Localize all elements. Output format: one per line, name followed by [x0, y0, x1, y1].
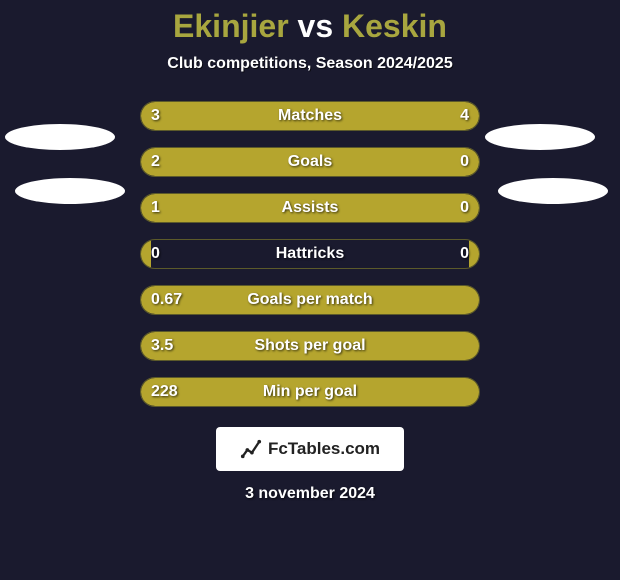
bar-left	[141, 286, 469, 314]
bar-left	[141, 240, 151, 268]
bar-track: 0 0Hattricks	[140, 239, 480, 269]
bar-left	[141, 102, 276, 130]
stat-row: 3.5Shots per goal	[0, 331, 620, 361]
avatar	[498, 178, 608, 204]
bar-left	[141, 378, 469, 406]
avatar	[15, 178, 125, 204]
bar-right	[469, 240, 479, 268]
bar-left	[141, 332, 469, 360]
bar-left	[141, 148, 401, 176]
stat-row: 0 0Hattricks	[0, 239, 620, 269]
stat-right-value: 0	[460, 148, 469, 176]
bar-right	[469, 286, 479, 314]
stat-label: Hattricks	[141, 240, 479, 268]
bar-track: 10Assists	[140, 193, 480, 223]
stat-right-value: 0	[460, 240, 469, 268]
avatar	[5, 124, 115, 150]
bar-track: 20Goals	[140, 147, 480, 177]
stat-left-value: 0.67	[151, 286, 182, 314]
stat-left-value: 0	[151, 240, 160, 268]
player2-name: Keskin	[342, 8, 447, 44]
vs-text: vs	[298, 8, 334, 44]
bar-right	[469, 378, 479, 406]
bar-track: 0.67Goals per match	[140, 285, 480, 315]
stat-right-value: 4	[460, 102, 469, 130]
page-title: Ekinjier vs Keskin	[0, 8, 620, 45]
bar-track: 228Min per goal	[140, 377, 480, 407]
stat-left-value: 3.5	[151, 332, 173, 360]
bar-left	[141, 194, 401, 222]
container: Ekinjier vs Keskin Club competitions, Se…	[0, 0, 620, 580]
bar-track: 34Matches	[140, 101, 480, 131]
bar-right	[469, 332, 479, 360]
stat-left-value: 2	[151, 148, 160, 176]
date-text: 3 november 2024	[0, 485, 620, 503]
stat-row: 20Goals	[0, 147, 620, 177]
logo-box[interactable]: FcTables.com	[216, 427, 404, 471]
stat-left-value: 1	[151, 194, 160, 222]
stat-row: 0.67Goals per match	[0, 285, 620, 315]
logo-text: FcTables.com	[268, 439, 380, 459]
stat-row: 228Min per goal	[0, 377, 620, 407]
stat-right-value: 0	[460, 194, 469, 222]
avatar	[485, 124, 595, 150]
subtitle: Club competitions, Season 2024/2025	[0, 55, 620, 73]
stat-left-value: 228	[151, 378, 178, 406]
bar-right	[276, 102, 479, 130]
chart-icon	[240, 438, 262, 460]
stat-left-value: 3	[151, 102, 160, 130]
player1-name: Ekinjier	[173, 8, 289, 44]
bar-track: 3.5Shots per goal	[140, 331, 480, 361]
